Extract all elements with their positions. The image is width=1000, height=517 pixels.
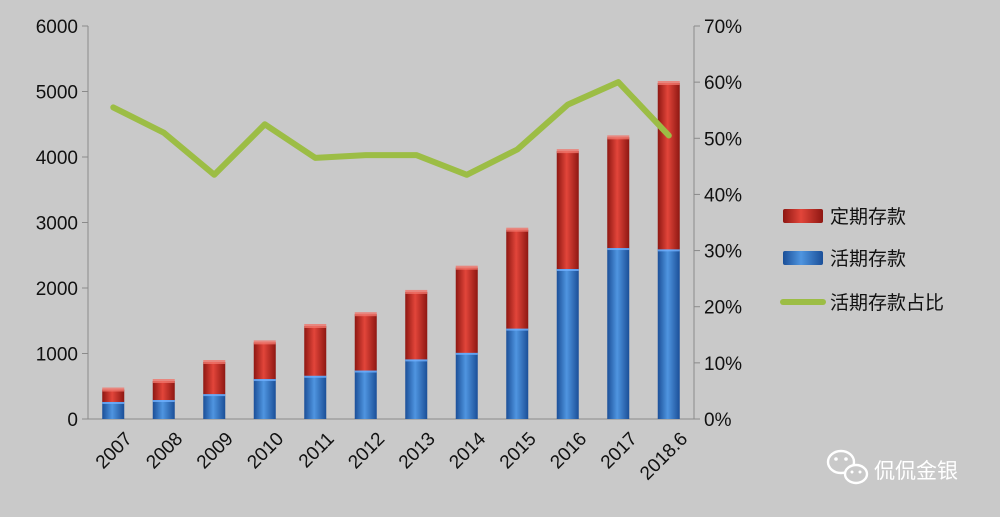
bar-time-cap-2018-6 [657, 80, 680, 85]
bar-time-2018-6 [657, 82, 680, 250]
ratio-point-2016 [567, 104, 569, 106]
x-tick-label: 2014 [445, 428, 490, 473]
bar-time-2008 [152, 381, 175, 401]
bar-time-2016 [556, 151, 579, 270]
watermark: 侃侃金银 [826, 449, 958, 485]
x-tick-label: 2013 [395, 429, 440, 474]
bar-time-2015 [506, 229, 529, 329]
ratio-point-2017 [617, 81, 619, 83]
bar-demand-2017 [607, 248, 630, 419]
bar-demand-2007 [102, 401, 125, 419]
legend-swatch-1 [783, 251, 823, 265]
bar-demand-cap-2010 [253, 377, 276, 382]
left-tick-label: 6000 [36, 17, 78, 38]
left-tick-label: 4000 [36, 148, 78, 169]
ratio-point-2012 [365, 154, 367, 156]
x-axis-tick-labels: 2007 2008 2009 2010 2011 2012 2013 2014 2015 2016… [92, 428, 692, 484]
left-tick-label: 2000 [36, 279, 78, 300]
bar-time-cap-2009 [203, 360, 226, 365]
right-axis-tick-labels: 0% 10% 20% 30% 40% 50% 60% 70% [694, 17, 742, 431]
x-tick-label: 2011 [295, 429, 339, 473]
bar-time-cap-2017 [607, 135, 630, 140]
bar-demand-2010 [253, 379, 276, 419]
x-tick-label: 2016 [546, 429, 591, 474]
legend-label-1: 活期存款 [830, 248, 906, 270]
ratio-point-2010 [264, 123, 266, 125]
plot-area [88, 26, 694, 419]
x-tick-label: 2010 [243, 429, 288, 474]
bar-demand-2008 [152, 400, 175, 419]
wechat-icon [826, 449, 869, 485]
bar-time-cap-2015 [506, 227, 529, 232]
bars-group [102, 80, 680, 419]
right-tick-label: 50% [704, 129, 742, 150]
bar-demand-2014 [455, 352, 478, 419]
ratio-point-2018-6 [668, 134, 670, 136]
ratio-point-2007 [112, 106, 114, 108]
right-tick-label: 20% [704, 298, 742, 319]
ratio-point-2014 [466, 174, 468, 176]
bar-time-2012 [354, 314, 377, 371]
left-tick-label: 1000 [36, 345, 78, 366]
right-tick-label: 60% [704, 73, 742, 94]
bar-demand-2011 [304, 375, 327, 419]
left-tick-label: 5000 [36, 83, 78, 104]
bar-time-cap-2011 [304, 323, 327, 328]
bar-time-2017 [607, 137, 630, 249]
bar-demand-2015 [506, 328, 529, 419]
bar-time-2007 [102, 389, 125, 402]
bar-time-2014 [455, 267, 478, 353]
bar-time-2010 [253, 342, 276, 380]
right-tick-label: 0% [704, 410, 732, 431]
bar-time-cap-2007 [102, 387, 125, 392]
left-tick-label: 3000 [36, 214, 78, 235]
right-tick-label: 30% [704, 242, 742, 263]
bar-time-cap-2012 [354, 312, 377, 317]
bar-demand-2016 [556, 269, 579, 419]
bar-time-2011 [304, 325, 327, 376]
left-axis-tick-labels: 0 1000 2000 3000 4000 5000 6000 [36, 17, 88, 431]
ratio-point-2008 [163, 132, 165, 134]
x-tick-label: 2017 [597, 429, 642, 474]
legend-label-2: 活期存款占比 [830, 292, 944, 314]
bar-time-cap-2014 [455, 265, 478, 270]
ratio-line-group [110, 79, 672, 178]
ratio-point-2013 [415, 154, 417, 156]
right-tick-label: 40% [704, 185, 742, 206]
ratio-line [110, 79, 672, 178]
ratio-point-2011 [314, 157, 316, 159]
x-tick-label: 2015 [496, 429, 541, 474]
right-tick-label: 10% [704, 354, 742, 375]
bar-demand-2009 [203, 394, 226, 419]
bar-time-cap-2008 [152, 379, 175, 384]
bar-demand-2012 [354, 370, 377, 419]
bar-demand-2013 [405, 359, 428, 419]
x-tick-label: 2008 [142, 429, 187, 474]
ratio-point-2009 [213, 174, 215, 176]
bar-time-2013 [405, 291, 428, 360]
ratio-point-2015 [516, 149, 518, 151]
bar-time-2009 [203, 362, 226, 395]
legend-label-0: 定期存款 [830, 206, 906, 228]
bar-demand-2018-6 [657, 249, 680, 419]
legend-swatch-0 [783, 209, 823, 223]
x-tick-label: 2012 [344, 429, 389, 474]
x-tick-label: 2018.6 [636, 429, 692, 485]
watermark-text: 侃侃金银 [874, 459, 958, 483]
bar-time-cap-2016 [556, 149, 579, 154]
left-tick-label: 0 [67, 410, 78, 431]
bar-time-cap-2010 [253, 340, 276, 345]
x-tick-label: 2009 [193, 429, 238, 474]
bar-time-cap-2013 [405, 289, 428, 294]
right-tick-label: 70% [704, 17, 742, 38]
x-tick-label: 2007 [92, 429, 137, 474]
